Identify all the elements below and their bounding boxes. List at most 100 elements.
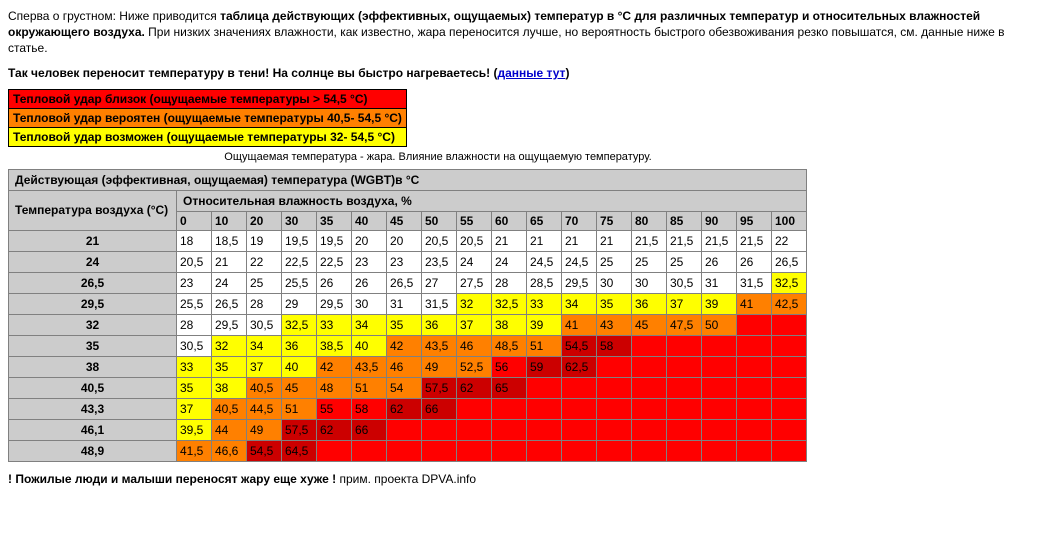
heat-cell xyxy=(667,419,702,440)
heat-cell: 24 xyxy=(457,251,492,272)
heat-cell xyxy=(702,377,737,398)
heat-cell: 21 xyxy=(212,251,247,272)
heat-cell: 48,5 xyxy=(492,335,527,356)
humidity-col-header: 50 xyxy=(422,211,457,230)
heat-cell: 62 xyxy=(387,398,422,419)
heat-cell: 38 xyxy=(212,377,247,398)
humidity-col-header: 55 xyxy=(457,211,492,230)
heat-cell: 45 xyxy=(282,377,317,398)
heat-cell: 52,5 xyxy=(457,356,492,377)
heat-cell: 58 xyxy=(352,398,387,419)
heat-cell: 36 xyxy=(422,314,457,335)
heat-cell: 35 xyxy=(212,356,247,377)
heat-cell: 31 xyxy=(702,272,737,293)
heat-cell: 62,5 xyxy=(562,356,597,377)
heat-cell: 21,5 xyxy=(632,230,667,251)
heat-cell: 21,5 xyxy=(667,230,702,251)
heat-cell xyxy=(632,398,667,419)
heat-cell xyxy=(632,419,667,440)
heat-cell: 32 xyxy=(212,335,247,356)
heat-cell: 23,5 xyxy=(422,251,457,272)
heat-cell xyxy=(422,419,457,440)
heat-cell xyxy=(772,356,807,377)
heat-cell xyxy=(772,440,807,461)
heat-cell xyxy=(597,419,632,440)
heat-cell xyxy=(352,440,387,461)
heat-cell xyxy=(492,398,527,419)
heat-cell: 31,5 xyxy=(422,293,457,314)
heat-cell xyxy=(317,440,352,461)
heat-cell xyxy=(772,314,807,335)
heat-cell xyxy=(457,419,492,440)
humidity-col-header: 40 xyxy=(352,211,387,230)
humidity-col-header: 95 xyxy=(737,211,772,230)
heat-cell: 34 xyxy=(352,314,387,335)
heat-cell: 54 xyxy=(387,377,422,398)
heat-cell: 30,5 xyxy=(667,272,702,293)
heat-cell: 21 xyxy=(527,230,562,251)
heat-cell xyxy=(737,335,772,356)
heat-cell: 20 xyxy=(352,230,387,251)
heat-cell: 25 xyxy=(667,251,702,272)
heat-cell: 43,5 xyxy=(352,356,387,377)
heat-cell: 54,5 xyxy=(247,440,282,461)
heat-cell: 29,5 xyxy=(212,314,247,335)
heat-cell: 21,5 xyxy=(737,230,772,251)
heat-cell: 49 xyxy=(247,419,282,440)
intro-line2-end: ) xyxy=(565,66,569,80)
heat-cell: 25,5 xyxy=(177,293,212,314)
heat-cell: 37 xyxy=(177,398,212,419)
heat-cell: 22,5 xyxy=(282,251,317,272)
heat-cell xyxy=(457,398,492,419)
heat-cell: 64,5 xyxy=(282,440,317,461)
heat-cell: 31 xyxy=(387,293,422,314)
heat-cell: 58 xyxy=(597,335,632,356)
heat-cell xyxy=(667,398,702,419)
heat-cell: 26 xyxy=(317,272,352,293)
humidity-col-header: 85 xyxy=(667,211,702,230)
heat-cell xyxy=(527,377,562,398)
heat-cell: 22 xyxy=(247,251,282,272)
heat-cell: 45 xyxy=(632,314,667,335)
table-caption: Ощущаемая температура - жара. Влияние вл… xyxy=(8,151,868,163)
heat-cell: 42,5 xyxy=(772,293,807,314)
heat-cell xyxy=(597,377,632,398)
heat-cell: 36 xyxy=(632,293,667,314)
heat-cell xyxy=(702,440,737,461)
heat-cell xyxy=(772,377,807,398)
air-temp-row-header: 26,5 xyxy=(9,272,177,293)
heat-cell: 56 xyxy=(492,356,527,377)
heat-cell xyxy=(527,419,562,440)
data-link[interactable]: данные тут xyxy=(498,66,566,80)
heat-cell xyxy=(772,419,807,440)
heat-cell: 26 xyxy=(702,251,737,272)
heat-index-table: Действующая (эффективная, ощущаемая) тем… xyxy=(8,169,807,462)
heat-cell: 57,5 xyxy=(422,377,457,398)
heat-cell: 59 xyxy=(527,356,562,377)
heat-cell: 37 xyxy=(247,356,282,377)
heat-cell: 57,5 xyxy=(282,419,317,440)
heat-cell: 25 xyxy=(247,272,282,293)
heat-cell: 23 xyxy=(177,272,212,293)
heat-cell: 33 xyxy=(177,356,212,377)
humidity-col-header: 75 xyxy=(597,211,632,230)
heat-cell: 34 xyxy=(247,335,282,356)
heat-cell xyxy=(527,440,562,461)
heat-cell: 29,5 xyxy=(562,272,597,293)
heat-cell: 29,5 xyxy=(317,293,352,314)
footer-note: ! Пожилые люди и малыши переносят жару е… xyxy=(8,472,1040,486)
heat-cell: 39,5 xyxy=(177,419,212,440)
heat-cell xyxy=(737,440,772,461)
heat-cell xyxy=(562,419,597,440)
heat-cell xyxy=(387,440,422,461)
heat-cell: 51 xyxy=(352,377,387,398)
heat-cell: 19 xyxy=(247,230,282,251)
humidity-col-header: 70 xyxy=(562,211,597,230)
heat-cell xyxy=(737,398,772,419)
heat-cell: 46,6 xyxy=(212,440,247,461)
heat-cell: 43 xyxy=(597,314,632,335)
humidity-col-header: 65 xyxy=(527,211,562,230)
footer-bold: ! Пожилые люди и малыши переносят жару е… xyxy=(8,472,336,486)
heat-cell: 42 xyxy=(317,356,352,377)
heat-cell: 26 xyxy=(737,251,772,272)
